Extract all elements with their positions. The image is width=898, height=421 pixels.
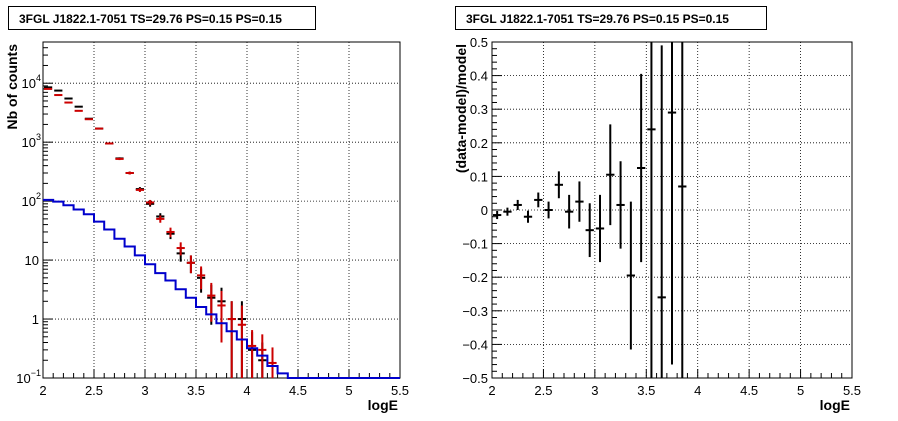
- counts-x-tick-label: 2: [39, 383, 46, 398]
- residuals-y-tick-label: −0.3: [462, 304, 488, 319]
- counts-x-tick-label: 4.5: [289, 383, 307, 398]
- counts-y-axis-label: Nb of counts: [4, 44, 20, 130]
- residuals-x-tick-label: 5: [797, 383, 804, 398]
- counts-y-tick-label: 104: [22, 73, 41, 91]
- counts-y-tick-label: 102: [22, 191, 41, 209]
- residuals-y-tick-label: −0.2: [462, 270, 488, 285]
- residuals-y-tick-label: 0.4: [470, 69, 488, 84]
- counts-x-tick-label: 5: [345, 383, 352, 398]
- counts-y-tick-label: 1: [32, 312, 39, 327]
- left-chart-title: 3FGL J1822.1-7051 TS=29.76 PS=0.15 PS=0.…: [8, 6, 316, 30]
- residuals-x-tick-label: 4.5: [740, 383, 758, 398]
- residuals-x-tick-label: 4: [694, 383, 701, 398]
- counts-x-tick-label: 5.5: [391, 383, 409, 398]
- counts-x-axis-label: logE: [368, 397, 398, 413]
- counts-x-tick-label: 2.5: [85, 383, 103, 398]
- counts-x-tick-label: 3: [141, 383, 148, 398]
- residuals-x-tick-label: 2.5: [534, 383, 552, 398]
- counts-x-tick-label: 3.5: [187, 383, 205, 398]
- residuals-x-axis-label: logE: [820, 397, 850, 413]
- residuals-y-tick-label: −0.1: [462, 237, 488, 252]
- residuals-y-tick-label: 0.3: [470, 102, 488, 117]
- counts-y-tick-label: 10: [25, 253, 39, 268]
- residuals-y-tick-label: −0.5: [462, 371, 488, 386]
- counts-y-tick-label: 103: [22, 132, 41, 150]
- residuals-x-tick-label: 3.5: [637, 383, 655, 398]
- residuals-x-tick-label: 5.5: [843, 383, 861, 398]
- residuals-x-tick-label: 2: [488, 383, 495, 398]
- residuals-y-tick-label: −0.4: [462, 337, 488, 352]
- residuals-y-axis-label: (data-model)/model: [453, 44, 469, 173]
- residuals-y-tick-label: 0.5: [470, 35, 488, 50]
- residuals-y-tick-label: 0.2: [470, 136, 488, 151]
- residuals-y-tick-label: 0: [481, 203, 488, 218]
- residuals-x-tick-label: 3: [591, 383, 598, 398]
- right-chart-title: 3FGL J1822.1-7051 TS=29.76 PS=0.15 PS=0.…: [455, 6, 767, 30]
- counts-model-step-line: [43, 198, 400, 379]
- counts-x-tick-label: 4: [243, 383, 250, 398]
- counts-y-tick-label: 10−1: [16, 368, 41, 386]
- residuals-y-tick-label: 0.1: [470, 169, 488, 184]
